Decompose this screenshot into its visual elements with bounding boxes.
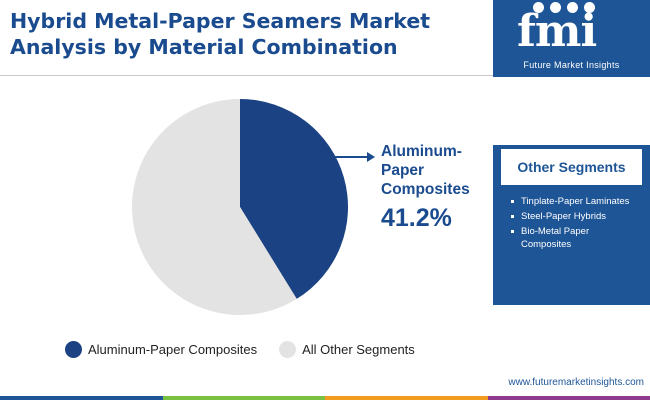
legend-item-other: All Other Segments	[279, 341, 415, 358]
callout-arrow-icon	[335, 152, 375, 162]
legend-label-other: All Other Segments	[302, 342, 415, 357]
footer-bar-segment	[162, 396, 325, 400]
chart-title-line-2: Analysis by Material Combination	[10, 35, 398, 59]
logo-decoration-icon	[533, 2, 595, 13]
website-url: www.futuremarketinsights.com	[508, 377, 644, 388]
chart-title-line-1: Hybrid Metal-Paper Seamers Market	[10, 9, 431, 33]
footer-bar-segment	[0, 396, 163, 400]
footer-color-bar	[0, 396, 650, 400]
segment-item: Tinplate-Paper Laminates	[511, 195, 641, 208]
legend-swatch-aluminum	[65, 341, 82, 358]
header-divider	[0, 75, 493, 76]
other-segments-header: Other Segments	[493, 145, 650, 191]
other-segments-list: Tinplate-Paper Laminates Steel-Paper Hyb…	[511, 195, 641, 253]
segment-item: Bio-Metal Paper Composites	[511, 225, 641, 251]
pie-chart	[132, 99, 348, 315]
brand-name: Future Market Insights	[523, 60, 620, 70]
legend-label-aluminum: Aluminum-Paper Composites	[88, 342, 258, 357]
logo-text: fmi	[517, 6, 597, 57]
segment-item: Steel-Paper Hybrids	[511, 210, 641, 223]
brand-logo: fmi Future Market Insights	[493, 0, 650, 77]
chart-title: Hybrid Metal-Paper Seamers Market Analys…	[10, 8, 480, 60]
footer-bar-segment	[487, 396, 650, 400]
chart-legend: Aluminum-Paper Composites All Other Segm…	[65, 341, 415, 358]
legend-item-aluminum: Aluminum-Paper Composites	[65, 341, 257, 358]
pie-slice-aluminum-paper	[240, 99, 348, 299]
other-segments-panel: Other Segments Tinplate-Paper Laminates …	[493, 145, 650, 305]
callout-label: Aluminum-Paper Composites	[381, 143, 470, 198]
footer-bar-segment	[325, 396, 488, 400]
legend-swatch-other	[279, 341, 297, 358]
callout-value: 41.2%	[381, 204, 452, 232]
pie-slice-other-segments	[132, 99, 297, 315]
other-segments-heading: Other Segments	[501, 149, 642, 185]
slice-callout: Aluminum-Paper Composites 41.2%	[381, 142, 491, 233]
